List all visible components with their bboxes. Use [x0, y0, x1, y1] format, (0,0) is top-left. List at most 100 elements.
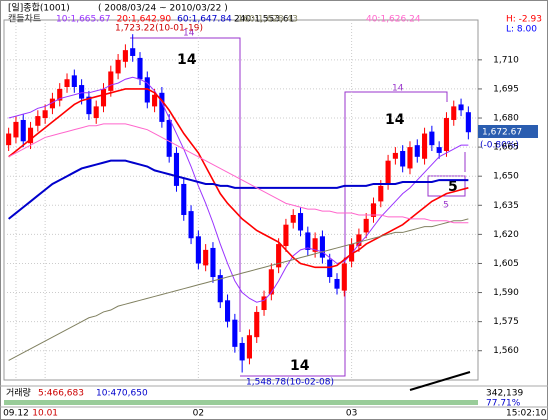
candle-body — [254, 311, 260, 338]
candle-body — [203, 249, 209, 266]
volume-ma5: 5:466,683 — [38, 389, 84, 399]
ma-line — [8, 123, 469, 224]
candle-body — [57, 88, 63, 101]
count-label: 14 — [290, 358, 310, 374]
candle-body — [115, 59, 121, 74]
candle-body — [356, 234, 362, 247]
candle-body — [20, 119, 26, 142]
candle-body — [13, 121, 19, 138]
y-tick-label: 1,605 — [493, 259, 519, 269]
candle-body — [297, 213, 304, 231]
candle-body — [283, 224, 289, 247]
candle-body — [443, 118, 450, 151]
high-label: 1,723.22(10-01-19) — [115, 24, 203, 34]
candle-body — [181, 183, 187, 215]
candle-body — [319, 236, 325, 258]
l-label: L: 8.00 — [506, 25, 537, 35]
volume-line — [409, 371, 471, 391]
volume-ratio: 77.71% — [486, 399, 521, 409]
candle-body — [370, 203, 377, 217]
candle-body — [305, 232, 311, 250]
candle-body — [239, 342, 245, 361]
candle-body — [144, 77, 150, 103]
candle-body — [261, 296, 267, 311]
y-tick-label: 1,665 — [493, 143, 519, 153]
y-tick-label: 1,575 — [493, 317, 519, 327]
candle-body — [341, 263, 347, 291]
candle-body — [407, 147, 413, 169]
count-small: 14 — [183, 29, 195, 39]
ma-line — [8, 218, 469, 361]
count-label: 14 — [177, 52, 197, 68]
candle-body — [312, 238, 318, 252]
y-tick-label: 1,710 — [493, 55, 519, 65]
count-label: 5 — [448, 179, 458, 195]
candle-body — [86, 96, 92, 115]
legend-entry: 60:1,647.84 — [177, 15, 232, 25]
candle-body — [42, 110, 48, 119]
count-label: 14 — [385, 112, 405, 128]
ma-line — [8, 159, 469, 220]
candle-body — [232, 319, 238, 347]
candle-body — [363, 218, 369, 233]
h-label: H: -2.93 — [506, 15, 542, 25]
y-tick-label: 1,560 — [493, 346, 519, 356]
x-tick-label: 09.12 — [3, 409, 29, 419]
candle-body — [246, 335, 252, 359]
candle-body — [429, 131, 435, 146]
candle-body — [378, 185, 384, 202]
candle-body — [465, 112, 471, 133]
y-tick-label: 1,650 — [493, 172, 519, 182]
annotation-box — [240, 91, 448, 377]
legend-entry: 160:1,628.43 — [238, 15, 298, 25]
candle-body — [458, 104, 464, 111]
y-tick-label: 1,680 — [493, 114, 519, 124]
y-tick-label: 1,590 — [493, 288, 519, 298]
candle-body — [225, 300, 231, 322]
plot-frame — [3, 19, 479, 381]
title: [일]종합(1001) — [8, 3, 70, 14]
candle-body — [71, 75, 77, 87]
low-label: 1,548.78(10-02-08) — [246, 378, 334, 388]
candle-body — [173, 152, 180, 186]
ma-line — [8, 76, 469, 303]
ma-line — [8, 88, 469, 269]
x-tick-label: 02 — [193, 409, 204, 419]
candle-body — [188, 211, 194, 239]
last-price: 1,672.67 — [482, 128, 522, 138]
candle-body — [35, 116, 41, 126]
candle-body — [159, 92, 165, 122]
volume-ma10: 10:470,650 — [96, 389, 148, 399]
candle-body — [195, 236, 201, 264]
legend-entry: 20:1,642.90 — [117, 15, 172, 25]
candle-body — [79, 85, 85, 99]
candle-body — [451, 106, 457, 120]
candle-body — [436, 147, 442, 153]
candle-body — [268, 269, 274, 295]
candle-body — [385, 160, 391, 184]
candle-body — [152, 94, 158, 107]
y-tick-label: 1,620 — [493, 230, 519, 240]
candle-body — [108, 71, 114, 91]
candle-body — [122, 50, 128, 62]
legend-240: 240:1,553,61 — [234, 15, 294, 25]
legend-entry: 10:1,665.67 — [56, 15, 111, 25]
candle-body — [422, 133, 428, 159]
annotation-box — [427, 175, 466, 197]
candle-body — [217, 275, 223, 303]
candle-body — [290, 214, 296, 223]
chart-label: 캔들차트 — [8, 13, 41, 25]
y-tick-label: 1,635 — [493, 201, 519, 211]
candle-body — [327, 259, 333, 278]
candle-body — [276, 244, 282, 268]
last-price-box — [478, 125, 538, 138]
x-tick-label: 10.01 — [32, 409, 58, 419]
candle-body — [64, 79, 70, 87]
candle-body — [414, 145, 420, 157]
legend-entry: 40:1,626.24 — [366, 15, 421, 25]
candle-body — [6, 133, 12, 146]
candle-body — [100, 88, 107, 107]
candle-body — [137, 57, 143, 80]
